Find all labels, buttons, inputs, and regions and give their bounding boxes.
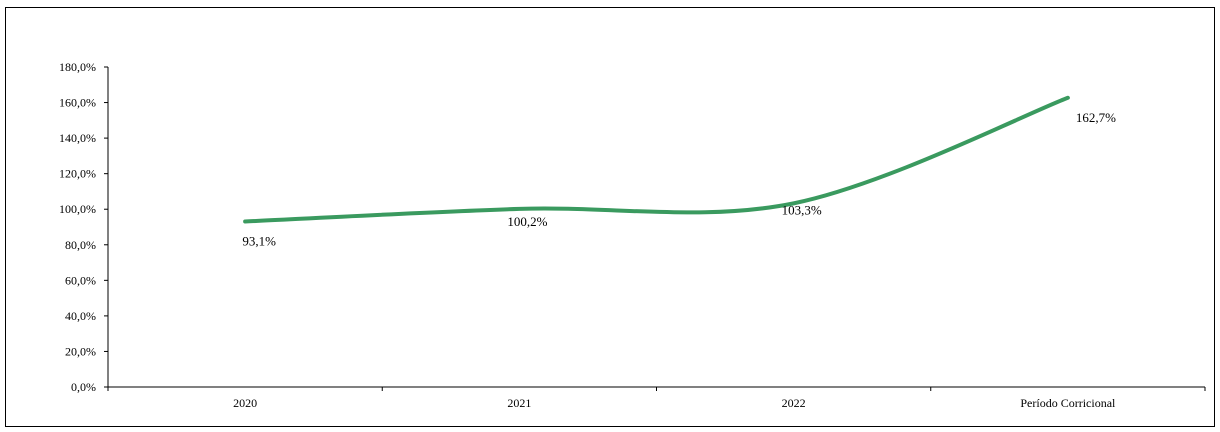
data-label: 162,7% (1076, 110, 1116, 125)
data-labels: 93,1% 100,2% 103,3% 162,7% (242, 110, 1116, 249)
y-tick-label: 120,0% (59, 167, 96, 181)
data-label: 103,3% (782, 202, 822, 217)
y-axis-ticks: 0,0% 20,0% 40,0% 60,0% 80,0% 100,0% 120,0% 140,… (59, 60, 108, 394)
series-layer (243, 95, 1070, 224)
x-tick-label: Período Corricional (1020, 396, 1116, 410)
data-point (792, 202, 795, 205)
y-tick-label: 160,0% (59, 96, 96, 110)
chart-axes (107, 67, 1205, 388)
y-tick-label: 0,0% (71, 380, 96, 394)
y-tick-label: 40,0% (65, 309, 96, 323)
x-tick-label: 2022 (782, 396, 806, 410)
x-tick-label: 2021 (507, 396, 531, 410)
x-axis-ticks: 2020 2021 2022 Período Corricional (107, 387, 1206, 410)
y-tick-label: 180,0% (59, 60, 96, 74)
series-line (243, 95, 1070, 224)
y-tick-label: 80,0% (65, 238, 96, 252)
y-tick-label: 60,0% (65, 273, 96, 287)
data-label: 100,2% (507, 214, 547, 229)
chart-frame (5, 7, 1215, 427)
data-label: 93,1% (242, 233, 276, 248)
y-tick-label: 140,0% (59, 131, 96, 145)
y-tick-label: 20,0% (65, 344, 96, 358)
x-tick-label: 2020 (233, 396, 257, 410)
data-point (244, 220, 247, 223)
y-tick-label: 100,0% (59, 202, 96, 216)
data-point (1066, 96, 1069, 99)
data-point (518, 207, 521, 210)
